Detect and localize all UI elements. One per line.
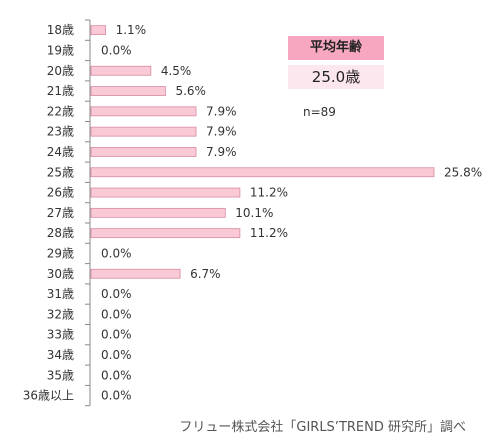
value-label: 1.1% bbox=[116, 23, 146, 37]
value-label: 11.2% bbox=[250, 186, 288, 200]
bar bbox=[90, 268, 181, 279]
bar bbox=[90, 25, 107, 36]
average-age-box: 平均年齢 25.0歳 bbox=[288, 36, 384, 89]
category-label: 34歳 bbox=[47, 348, 74, 362]
category-label: 26歳 bbox=[47, 186, 74, 200]
category-label: 28歳 bbox=[47, 226, 74, 240]
category-label: 29歳 bbox=[47, 246, 74, 260]
value-label: 0.0% bbox=[101, 328, 132, 342]
bar bbox=[90, 86, 166, 96]
value-label: 6.7% bbox=[190, 267, 221, 281]
bar bbox=[90, 207, 226, 218]
category-label: 30歳 bbox=[47, 267, 74, 281]
value-label: 0.0% bbox=[101, 389, 132, 403]
category-label: 21歳 bbox=[47, 84, 74, 98]
value-label: 7.9% bbox=[206, 104, 237, 118]
bars-layer: 18歳 1.1% 19歳 0.0% 20歳 4.5% 21歳 5.6% 22歳 7.9% 23歳 7.… bbox=[23, 19, 482, 407]
category-label: 27歳 bbox=[47, 206, 74, 220]
category-label: 33歳 bbox=[47, 328, 74, 342]
value-label: 5.6% bbox=[175, 84, 206, 98]
average-age-value: 25.0歳 bbox=[288, 65, 384, 89]
bar bbox=[90, 126, 197, 137]
value-label: 0.0% bbox=[101, 307, 132, 321]
bar bbox=[90, 187, 241, 198]
category-label: 20歳 bbox=[47, 64, 74, 78]
category-label: 32歳 bbox=[47, 307, 74, 321]
bar bbox=[90, 147, 197, 157]
category-label: 25歳 bbox=[47, 165, 74, 179]
value-label: 25.8% bbox=[444, 165, 482, 179]
category-label: 36歳以上 bbox=[23, 389, 74, 403]
category-label: 22歳 bbox=[47, 104, 74, 118]
category-label: 35歳 bbox=[47, 368, 74, 382]
value-label: 7.9% bbox=[206, 125, 237, 139]
bar bbox=[90, 167, 435, 178]
value-label: 4.5% bbox=[161, 64, 192, 78]
value-label: 0.0% bbox=[101, 368, 132, 382]
category-label: 19歳 bbox=[47, 43, 74, 57]
sample-size-label: n=89 bbox=[303, 105, 336, 119]
category-label: 24歳 bbox=[47, 145, 74, 159]
value-label: 0.0% bbox=[101, 348, 132, 362]
bar bbox=[90, 65, 152, 76]
bar bbox=[90, 228, 241, 239]
category-label: 31歳 bbox=[47, 287, 74, 301]
bar bbox=[90, 106, 197, 117]
category-label: 18歳 bbox=[47, 23, 74, 37]
value-label: 7.9% bbox=[206, 145, 237, 159]
source-credit: フリュー株式会社「GIRLS’TREND 研究所」調べ bbox=[179, 420, 466, 435]
value-label: 0.0% bbox=[101, 43, 132, 57]
value-label: 10.1% bbox=[235, 206, 273, 220]
value-label: 11.2% bbox=[250, 226, 288, 240]
category-label: 23歳 bbox=[47, 125, 74, 139]
value-label: 0.0% bbox=[101, 246, 132, 260]
value-label: 0.0% bbox=[101, 287, 132, 301]
average-age-title: 平均年齢 bbox=[288, 36, 384, 60]
